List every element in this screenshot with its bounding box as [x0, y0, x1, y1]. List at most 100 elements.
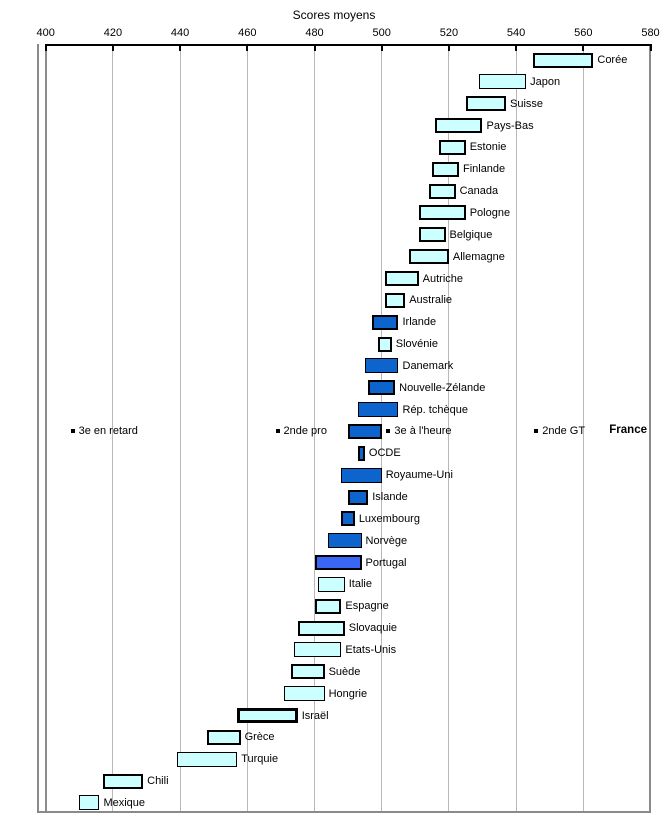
ci-bar-canada: [428, 183, 456, 199]
bar-label-etats-unis: Etats-Unis: [345, 643, 397, 656]
plot-border-right: [649, 44, 651, 813]
gridline-420: [112, 44, 114, 811]
bar-label-estonie: Estonie: [469, 141, 507, 154]
bar-label-royaume-uni: Royaume-Uni: [385, 469, 453, 482]
gridline-440: [179, 44, 181, 811]
ci-bar-suede: [290, 664, 325, 680]
tick-label-540: 540: [506, 27, 526, 39]
ci-bar-estonie: [438, 139, 466, 155]
ci-bar-australie: [385, 292, 406, 308]
axis-tick-460: [246, 44, 249, 51]
marker-dot-2nde-pro: [275, 429, 280, 434]
axis-tick-520: [447, 44, 450, 51]
axis-tick-540: [515, 44, 518, 51]
marker-label-3e-en-retard: 3e en retard: [78, 425, 138, 438]
ci-bar-italie: [317, 576, 345, 592]
bar-label-japon: Japon: [530, 75, 561, 88]
ci-bar-nouvelle-zelande: [368, 380, 396, 396]
ci-bar-mexique: [79, 795, 100, 811]
ci-bar-etats-unis: [294, 642, 342, 658]
ci-bar-belgique: [418, 227, 446, 243]
bar-label-mexique: Mexique: [103, 796, 146, 809]
tick-label-520: 520: [439, 27, 459, 39]
bar-label-luxembourg: Luxembourg: [358, 512, 420, 525]
axis-tick-420: [111, 44, 114, 51]
gridline-480: [314, 44, 315, 811]
bar-label-suisse: Suisse: [510, 97, 544, 110]
ci-bar-israel: [237, 708, 298, 723]
tick-label-500: 500: [372, 27, 391, 39]
marker-label-2nde-pro: 2nde pro: [283, 425, 327, 438]
bar-label-hongrie: Hongrie: [328, 687, 368, 700]
plot-border-left: [37, 44, 39, 813]
tick-label-400: 400: [36, 27, 55, 39]
ci-bar-pologne: [418, 205, 466, 221]
bar-label-italie: Italie: [348, 578, 372, 591]
bar-label-finlande: Finlande: [462, 163, 506, 176]
france-label: France: [609, 424, 647, 437]
ci-bar-danemark: [364, 358, 399, 374]
ci-bar-rep-tcheque: [358, 402, 399, 418]
gridline-400: [44, 44, 47, 811]
tick-label-560: 560: [574, 27, 593, 39]
bar-label-islande: Islande: [372, 491, 408, 503]
tick-label-460: 460: [238, 27, 257, 39]
tick-label-420: 420: [103, 27, 123, 39]
bar-label-norvege: Norvège: [365, 534, 408, 547]
axis-tick-400: [44, 44, 47, 51]
bar-label-rep-tcheque: Rép. tchèque: [402, 403, 468, 416]
chart-title: Scores moyens: [292, 8, 376, 22]
bar-label-canada: Canada: [459, 185, 499, 198]
ci-bar-portugal: [314, 555, 362, 571]
ci-bar-france: [348, 423, 382, 439]
gridline-500: [381, 44, 383, 811]
tick-label-440: 440: [170, 27, 190, 39]
bar-label-grece: Grèce: [244, 731, 275, 744]
gridline-520: [448, 44, 450, 811]
tick-label-480: 480: [305, 27, 324, 39]
bar-label-belgique: Belgique: [449, 228, 493, 241]
bar-label-australie: Australie: [409, 294, 453, 307]
ci-bar-luxembourg: [341, 511, 355, 527]
bar-label-slovaquie: Slovaquie: [348, 622, 398, 635]
ci-bar-norvege: [327, 533, 362, 549]
ci-bar-coree: [532, 52, 594, 68]
ci-bar-royaume-uni: [341, 467, 382, 483]
axis-tick-580: [649, 44, 652, 51]
gridline-560: [582, 44, 584, 811]
axis-tick-480: [313, 44, 316, 51]
bar-label-turquie: Turquie: [241, 753, 279, 766]
marker-label-3e-a-l-heure: 3e à l'heure: [394, 425, 452, 438]
plot-border-bottom: [37, 811, 651, 813]
bar-label-nouvelle-zelande: Nouvelle-Zélande: [399, 381, 486, 394]
bar-label-chili: Chili: [147, 775, 169, 788]
ci-bar-irlande: [371, 314, 399, 330]
x-axis-line: [45, 44, 651, 46]
ci-bar-turquie: [176, 751, 238, 767]
marker-dot-3e-a-l-heure: [386, 429, 391, 434]
axis-tick-440: [179, 44, 182, 51]
ci-bar-suisse: [465, 96, 506, 112]
gridline-460: [246, 44, 248, 811]
ci-bar-chili: [102, 773, 144, 789]
marker-dot-2nde-gt: [534, 429, 539, 434]
ci-bar-finlande: [432, 161, 459, 177]
ci-bar-autriche: [385, 271, 419, 286]
plot-area: Corée Japon Suisse Pays-Bas Estonie Finlande C…: [37, 44, 652, 813]
bar-label-pologne: Pologne: [469, 206, 511, 219]
bar-label-israel: Israël: [301, 709, 329, 722]
bar-label-allemagne: Allemagne: [452, 250, 505, 263]
gridline-540: [515, 44, 517, 811]
ci-bar-espagne: [314, 598, 342, 614]
bar-label-danemark: Danemark: [402, 359, 454, 372]
bar-label-slovenie: Slovénie: [395, 338, 438, 351]
bar-label-irlande: Irlande: [402, 316, 437, 329]
ci-bar-pays-bas: [435, 118, 483, 134]
bar-label-espagne: Espagne: [345, 600, 389, 613]
ci-bar-ocde: [358, 445, 365, 461]
bar-label-pays-bas: Pays-Bas: [486, 119, 534, 132]
ci-bar-japon: [479, 74, 527, 90]
axis-tick-560: [582, 44, 585, 51]
ci-bar-grece: [206, 729, 241, 745]
ci-bar-slovaquie: [297, 620, 345, 636]
